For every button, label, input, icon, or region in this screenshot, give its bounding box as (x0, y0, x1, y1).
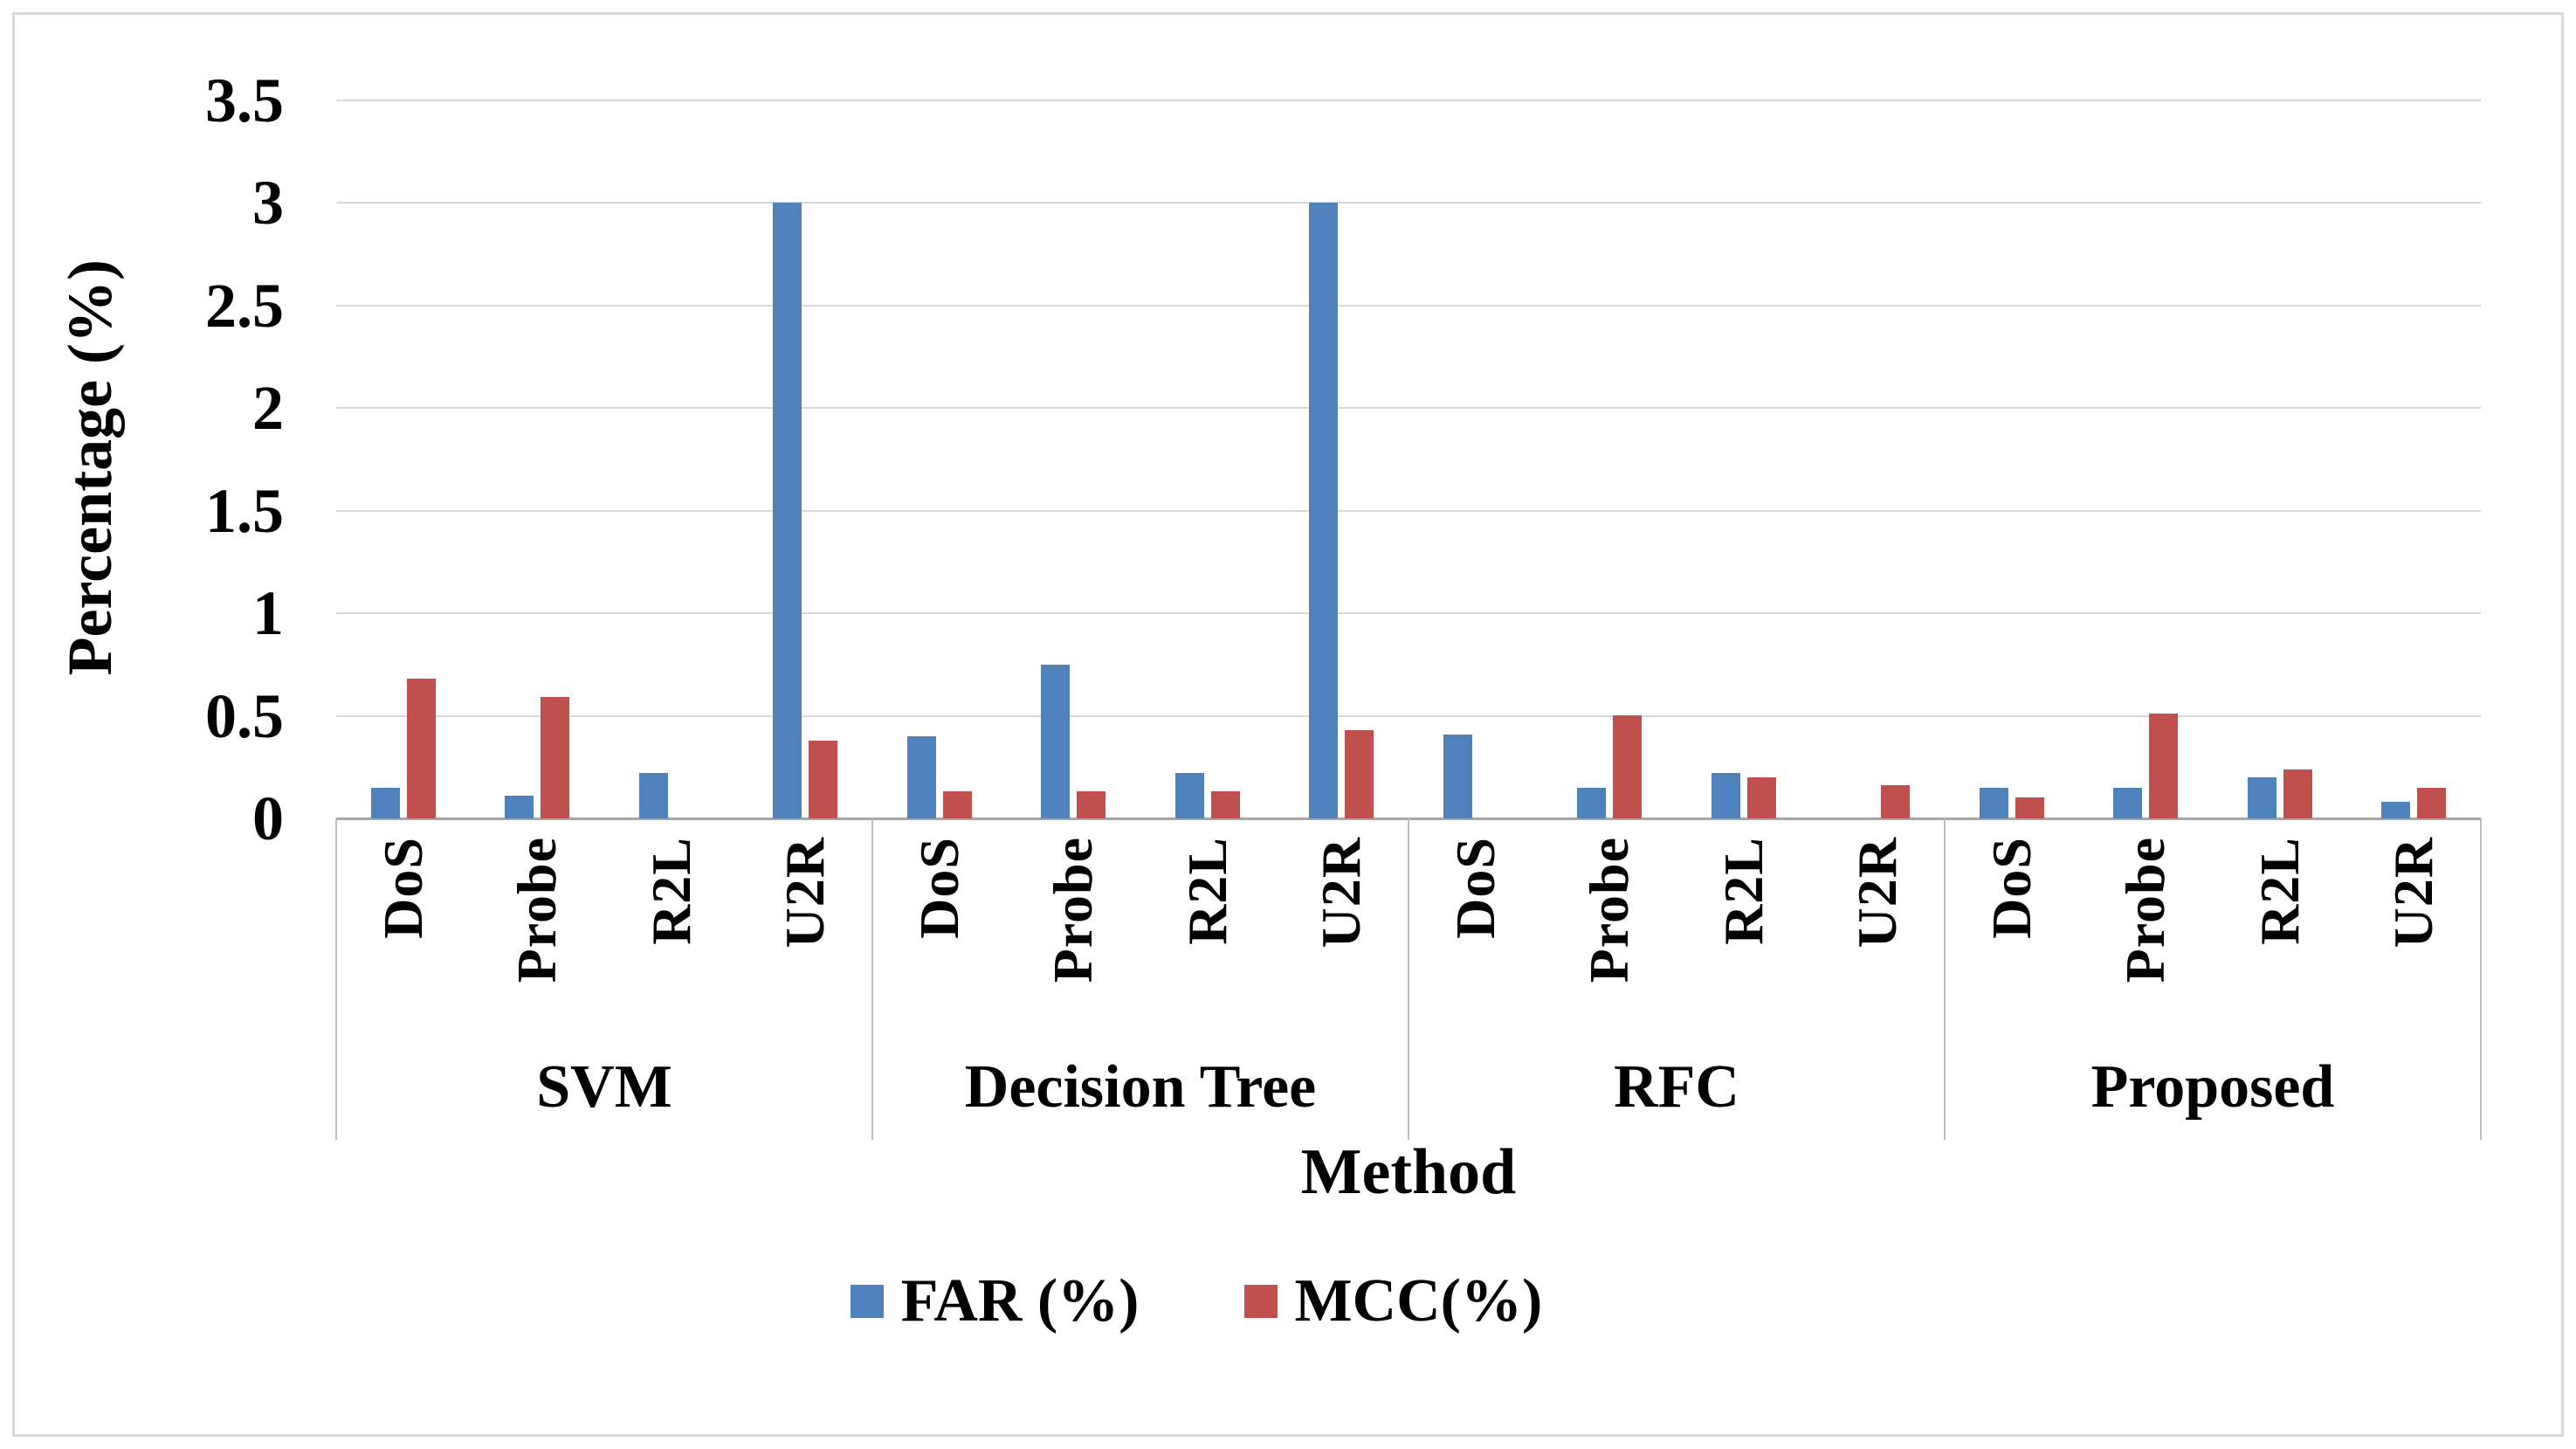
legend-label: FAR (%) (900, 1267, 1140, 1335)
bar-far-rfc-r2l (1712, 773, 1740, 818)
bar-far-svm-u2r (773, 203, 802, 818)
category-label-probe: Probe (1578, 837, 1640, 983)
bar-mcc-decision-tree-probe (1077, 791, 1105, 818)
legend-swatch-icon (850, 1285, 884, 1318)
category-separator (871, 818, 873, 1140)
bar-mcc-proposed-u2r (2417, 788, 2446, 818)
y-tick-label: 2.5 (205, 270, 284, 341)
y-tick-label: 2 (252, 373, 284, 443)
category-label-r2l: R2L (1176, 837, 1238, 945)
bar-mcc-svm-u2r (809, 741, 837, 818)
legend: FAR (%) MCC(%) (0, 1271, 2484, 1332)
bar-mcc-decision-tree-r2l (1211, 791, 1240, 818)
category-label-probe: Probe (1042, 837, 1104, 983)
bar-mcc-proposed-dos (2015, 797, 2044, 818)
bar-mcc-decision-tree-dos (943, 791, 972, 818)
category-label-dos: DoS (1444, 837, 1506, 939)
bar-mcc-proposed-probe (2149, 714, 2178, 818)
category-label-probe: Probe (506, 837, 568, 983)
y-tick-label: 3 (252, 168, 284, 238)
group-label-svm: SVM (536, 1053, 672, 1121)
category-label-r2l: R2L (1712, 837, 1774, 945)
bar-far-proposed-r2l (2248, 777, 2276, 818)
chart-border (12, 12, 2564, 1437)
gridline-0.5 (336, 714, 2481, 717)
group-label-proposed: Proposed (2090, 1053, 2335, 1121)
category-separator (2480, 818, 2482, 1140)
category-separator (335, 818, 337, 1140)
legend-item-mcc: MCC(%) (1243, 1267, 1543, 1335)
legend-label: MCC(%) (1294, 1267, 1543, 1335)
bar-far-decision-tree-r2l (1175, 773, 1204, 818)
y-tick-label: 1.5 (205, 475, 284, 546)
category-separator (1944, 818, 1946, 1140)
bar-far-decision-tree-probe (1041, 665, 1070, 818)
category-label-r2l: R2L (640, 837, 702, 945)
category-label-u2r: U2R (774, 837, 836, 949)
gridline-2 (336, 407, 2481, 409)
gridline-3.5 (336, 99, 2481, 101)
bar-far-proposed-u2r (2381, 802, 2410, 818)
gridline-1 (336, 612, 2481, 614)
bar-mcc-svm-probe (541, 697, 569, 818)
bar-far-svm-r2l (639, 773, 668, 818)
gridline-2.5 (336, 304, 2481, 307)
category-label-dos: DoS (372, 837, 434, 939)
y-tick-label: 3.5 (205, 65, 284, 135)
category-separator (1408, 818, 1409, 1140)
bar-mcc-proposed-r2l (2283, 769, 2312, 818)
bar-mcc-rfc-probe (1613, 715, 1642, 818)
y-tick-label: 0 (252, 783, 284, 853)
bar-far-proposed-dos (1980, 788, 2008, 818)
legend-item-far: FAR (%) (850, 1267, 1140, 1335)
y-tick-label: 1 (252, 578, 284, 648)
group-label-decision-tree: Decision Tree (964, 1053, 1317, 1121)
category-label-dos: DoS (1980, 837, 2042, 939)
bar-mcc-rfc-r2l (1747, 777, 1776, 818)
gridline-3 (336, 202, 2481, 204)
category-label-dos: DoS (908, 837, 970, 939)
bar-mcc-rfc-u2r (1881, 785, 1910, 818)
category-label-r2l: R2L (2249, 837, 2311, 945)
group-label-rfc: RFC (1614, 1053, 1739, 1121)
bar-far-svm-dos (371, 788, 400, 818)
bar-mcc-svm-dos (407, 679, 436, 818)
bar-far-decision-tree-u2r (1309, 203, 1338, 818)
category-label-u2r: U2R (1310, 837, 1372, 949)
category-label-probe: Probe (2114, 837, 2176, 983)
legend-swatch-icon (1243, 1285, 1278, 1318)
gridline-1.5 (336, 509, 2481, 512)
category-label-u2r: U2R (2382, 837, 2444, 949)
bar-far-rfc-dos (1443, 735, 1472, 818)
x-axis-title: Method (1300, 1136, 1517, 1208)
category-label-u2r: U2R (1846, 837, 1908, 949)
bar-far-proposed-probe (2113, 788, 2142, 818)
bar-far-svm-probe (505, 796, 534, 818)
y-tick-label: 0.5 (205, 680, 284, 751)
bar-far-rfc-probe (1577, 788, 1606, 818)
bar-far-decision-tree-dos (907, 736, 936, 818)
bar-mcc-decision-tree-u2r (1345, 730, 1374, 818)
